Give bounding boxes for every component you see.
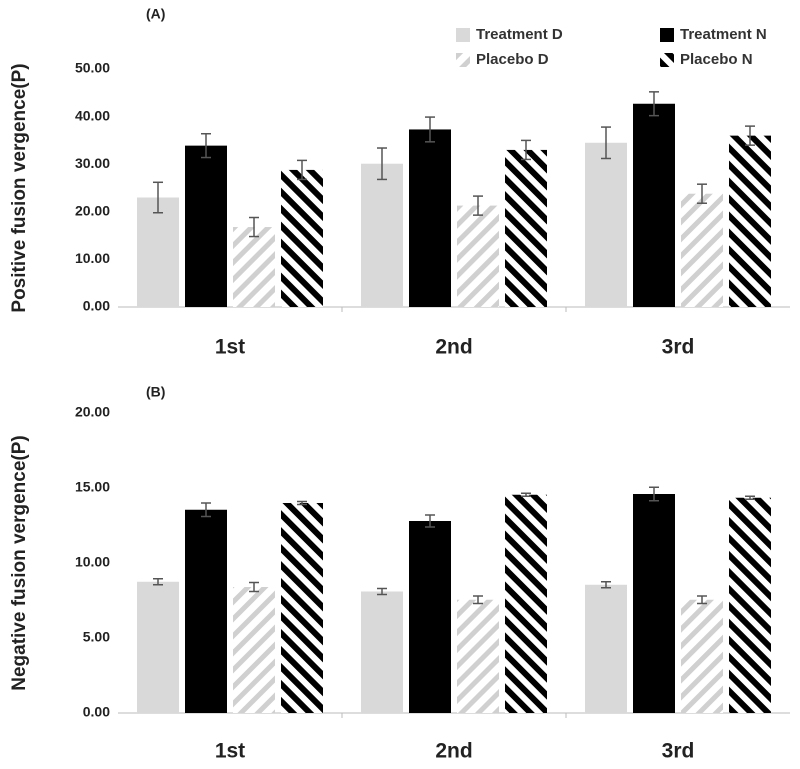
legend-swatch <box>456 53 470 67</box>
error-bar <box>745 125 755 146</box>
bar <box>185 145 227 307</box>
x-tick-label: 2nd <box>435 336 472 359</box>
bar <box>505 149 547 307</box>
bar <box>137 581 179 713</box>
bar <box>681 599 723 713</box>
bar <box>729 497 771 713</box>
bar <box>585 584 627 713</box>
y-tick-label: 5.00 <box>83 629 110 645</box>
y-tick-label: 0.00 <box>83 704 110 720</box>
legend-swatch <box>456 28 470 42</box>
error-bar <box>249 581 259 593</box>
bar <box>361 163 403 307</box>
error-bar <box>649 91 659 117</box>
bar <box>409 129 451 307</box>
y-tick-label: 10.00 <box>75 554 110 570</box>
bar <box>681 193 723 307</box>
bar <box>281 503 323 713</box>
bar <box>233 587 275 713</box>
legend-swatch <box>660 28 674 42</box>
y-axis-label: Positive fusion vergence(P) <box>9 63 30 312</box>
x-tick-label: 3rd <box>662 740 695 763</box>
x-tick-label: 2nd <box>435 740 472 763</box>
chart-title: (A) <box>146 6 165 22</box>
error-bar <box>649 486 659 502</box>
y-tick-label: 50.00 <box>75 60 110 76</box>
y-tick-label: 20.00 <box>75 404 110 420</box>
error-bar <box>473 595 483 605</box>
error-bar <box>249 216 259 238</box>
bar <box>633 494 675 713</box>
error-bar <box>521 139 531 161</box>
legend-label: Treatment D <box>476 26 563 43</box>
x-tick-label: 1st <box>215 336 245 359</box>
y-axis-label: Negative fusion vergence(P) <box>9 435 30 691</box>
y-tick-label: 0.00 <box>83 298 110 314</box>
bar <box>185 509 227 713</box>
error-bar <box>297 159 307 181</box>
legend-label: Placebo N <box>680 51 753 68</box>
y-tick-label: 15.00 <box>75 479 110 495</box>
error-bar <box>521 492 531 497</box>
legend-label: Treatment N <box>680 26 767 43</box>
bar <box>361 591 403 713</box>
y-tick-label: 10.00 <box>75 250 110 266</box>
bar <box>137 197 179 307</box>
error-bar <box>377 147 387 181</box>
legend-label: Placebo D <box>476 51 549 68</box>
y-tick-label: 20.00 <box>75 203 110 219</box>
error-bar <box>601 126 611 160</box>
error-bar <box>697 595 707 605</box>
legend-swatch <box>660 53 674 67</box>
bar <box>281 169 323 307</box>
bar <box>457 205 499 307</box>
bar <box>505 494 547 713</box>
error-bar <box>425 116 435 143</box>
y-tick-label: 30.00 <box>75 155 110 171</box>
y-tick-label: 40.00 <box>75 107 110 123</box>
bar <box>457 599 499 713</box>
error-bar <box>425 514 435 528</box>
error-bar <box>745 495 755 500</box>
bar <box>729 135 771 307</box>
error-bar <box>201 502 211 518</box>
error-bar <box>297 500 307 506</box>
x-tick-label: 1st <box>215 740 245 763</box>
bar <box>409 521 451 713</box>
bar <box>233 227 275 307</box>
error-bar <box>697 183 707 204</box>
error-bar <box>153 181 163 214</box>
error-bar <box>377 587 387 596</box>
error-bar <box>153 578 163 586</box>
chart-title: (B) <box>146 384 165 400</box>
error-bar <box>473 195 483 216</box>
error-bar <box>201 132 211 159</box>
bar <box>585 142 627 307</box>
bar <box>633 103 675 307</box>
x-tick-label: 3rd <box>662 336 695 359</box>
error-bar <box>601 581 611 589</box>
